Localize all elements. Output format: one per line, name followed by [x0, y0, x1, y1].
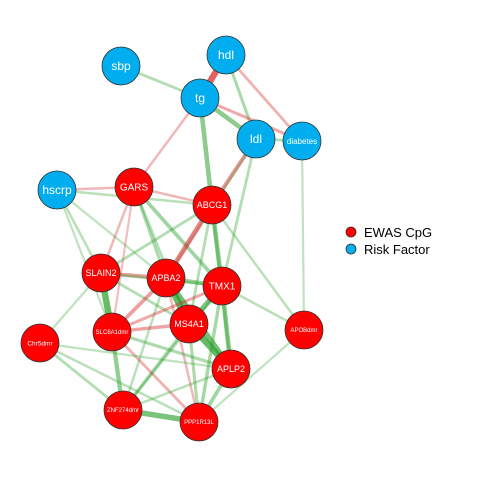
node-label-tg: tg [195, 91, 205, 105]
node-label-SLAIN2: SLAIN2 [85, 268, 116, 278]
node-GARS: GARS [115, 168, 153, 206]
node-label-PPP1R13L: PPP1R13L [184, 420, 214, 426]
node-label-APLP2: APLP2 [217, 364, 245, 374]
node-Chr5dmr: Chr5dmr [21, 324, 59, 362]
node-label-MS4A1: MS4A1 [174, 319, 204, 329]
legend-swatch-ewas [346, 227, 356, 237]
edge-layer [40, 55, 304, 422]
node-label-ldl: ldl [250, 132, 262, 146]
node-MS4A1: MS4A1 [170, 305, 208, 343]
node-SLAIN2: SLAIN2 [82, 254, 120, 292]
node-label-hscrp: hscrp [42, 183, 72, 197]
node-APLP2: APLP2 [212, 350, 250, 388]
node-label-APOBdmr: APOBdmr [290, 328, 317, 334]
node-diabetes: diabetes [283, 122, 321, 160]
node-PPP1R13L: PPP1R13L [180, 403, 218, 441]
node-label-ZNF274dmr: ZNF274dmr [107, 408, 139, 414]
node-label-hdl: hdl [218, 48, 234, 62]
node-label-APBA2: APBA2 [151, 273, 180, 283]
node-label-TMX1: TMX1 [209, 282, 236, 293]
legend: EWAS CpG Risk Factor [346, 225, 432, 257]
node-label-Chr5dmr: Chr5dmr [27, 340, 53, 347]
legend-label-risk: Risk Factor [364, 242, 430, 257]
node-label-diabetes: diabetes [287, 137, 317, 146]
node-label-SLC6A1dmr: SLC6A1dmr [96, 330, 129, 336]
node-tg: tg [181, 79, 219, 117]
node-ABCG1: ABCG1 [193, 186, 231, 224]
node-APBA2: APBA2 [147, 259, 185, 297]
node-label-sbp: sbp [111, 59, 131, 73]
node-TMX1: TMX1 [203, 267, 241, 305]
legend-label-ewas: EWAS CpG [364, 225, 432, 240]
legend-swatch-risk [346, 244, 356, 254]
node-hscrp: hscrp [38, 171, 76, 209]
node-ldl: ldl [237, 120, 275, 158]
edge-diabetes-APOBdmr [302, 141, 304, 330]
node-sbp: sbp [102, 47, 140, 85]
node-hdl: hdl [207, 36, 245, 74]
node-SLC6A1dmr: SLC6A1dmr [93, 313, 131, 351]
node-ZNF274dmr: ZNF274dmr [104, 391, 142, 429]
node-label-GARS: GARS [120, 183, 149, 194]
node-label-ABCG1: ABCG1 [197, 200, 228, 210]
node-APOBdmr: APOBdmr [285, 311, 323, 349]
node-layer: sbp hdl tg ldl diabetes hscrp GARS ABCG1 SLAIN2 A… [21, 36, 323, 441]
